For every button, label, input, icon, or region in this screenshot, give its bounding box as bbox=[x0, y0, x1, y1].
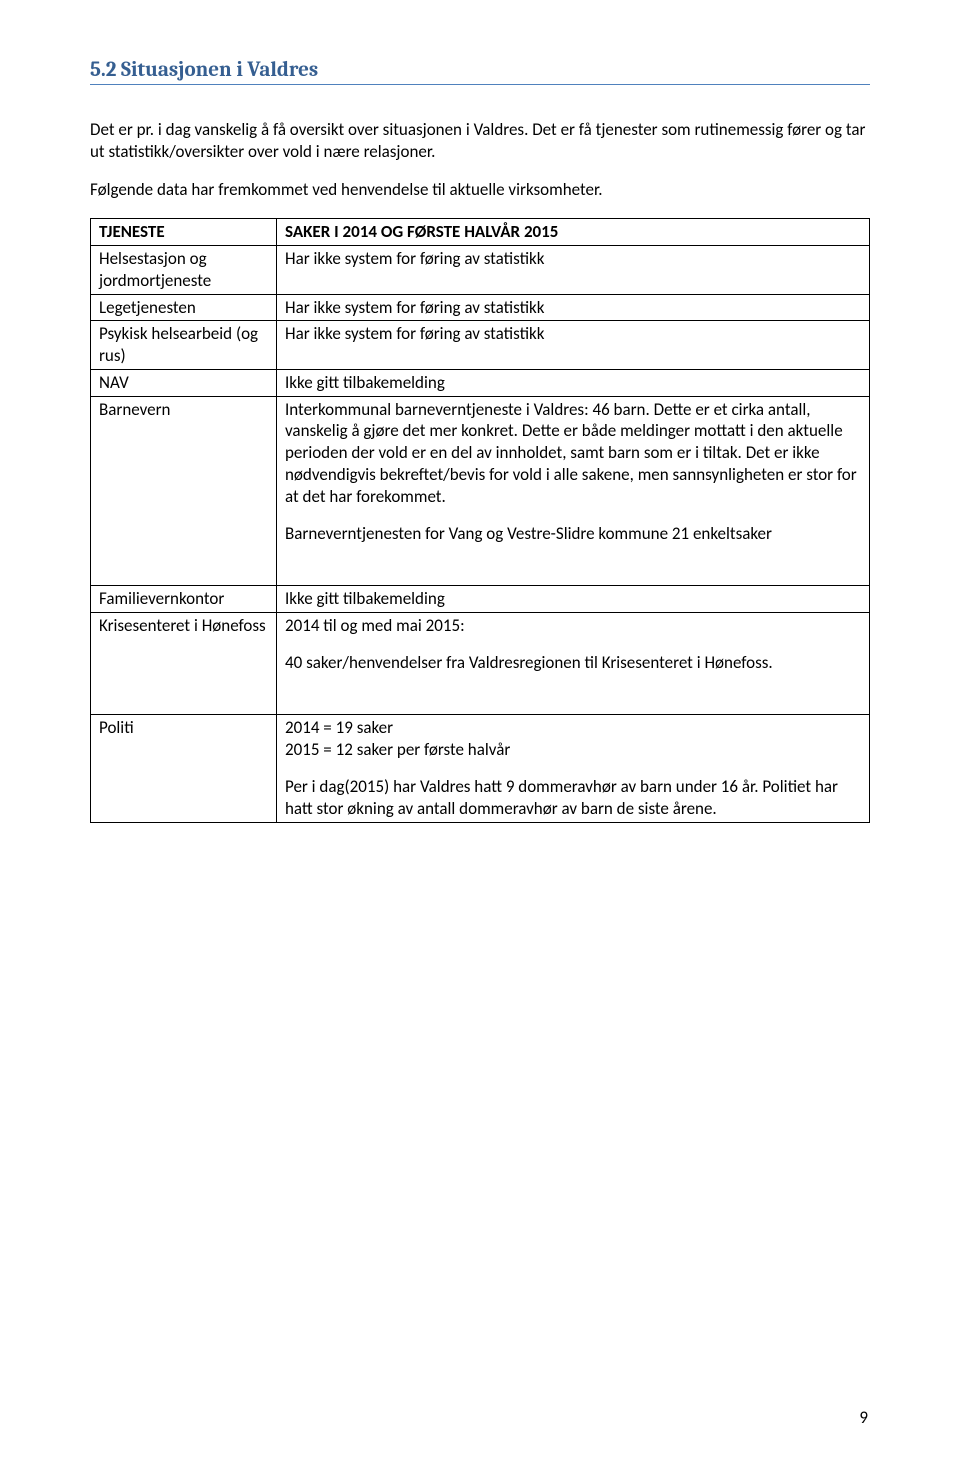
cell-value: 2014 til og med mai 2015: 40 saker/henve… bbox=[277, 612, 870, 714]
table-row: Familievernkontor Ikke gitt tilbakemeldi… bbox=[91, 585, 870, 612]
services-table: TJENESTE SAKER I 2014 OG FØRSTE HALVÅR 2… bbox=[90, 218, 870, 823]
table-header-tjeneste: TJENESTE bbox=[91, 219, 277, 246]
document-page: 5.2 Situasjonen i Valdres Det er pr. i d… bbox=[0, 0, 960, 1484]
table-header-saker: SAKER I 2014 OG FØRSTE HALVÅR 2015 bbox=[277, 219, 870, 246]
section-heading: 5.2 Situasjonen i Valdres bbox=[90, 58, 870, 85]
cell-value: Har ikke system for føring av statistikk bbox=[277, 321, 870, 370]
spacer bbox=[285, 561, 861, 583]
cell-value: Ikke gitt tilbakemelding bbox=[277, 585, 870, 612]
politi-p2: 2015 = 12 saker per første halvår bbox=[285, 739, 861, 761]
cell-value: Har ikke system for føring av statistikk bbox=[277, 294, 870, 321]
cell-service: Psykisk helsearbeid (og rus) bbox=[91, 321, 277, 370]
spacer bbox=[285, 690, 861, 712]
page-number: 9 bbox=[859, 1407, 868, 1428]
table-row-politi: Politi 2014 = 19 saker 2015 = 12 saker p… bbox=[91, 714, 870, 822]
cell-service: NAV bbox=[91, 369, 277, 396]
table-row: NAV Ikke gitt tilbakemelding bbox=[91, 369, 870, 396]
krisesenteret-p2: 40 saker/henvendelser fra Valdresregione… bbox=[285, 652, 861, 674]
cell-value: Interkommunal barneverntjeneste i Valdre… bbox=[277, 396, 870, 585]
cell-value: Har ikke system for føring av statistikk bbox=[277, 246, 870, 295]
cell-service: Barnevern bbox=[91, 396, 277, 585]
politi-p1: 2014 = 19 saker bbox=[285, 717, 861, 739]
table-row: Helsestasjon og jordmortjeneste Har ikke… bbox=[91, 246, 870, 295]
cell-service: Legetjenesten bbox=[91, 294, 277, 321]
barnevern-p2: Barneverntjenesten for Vang og Vestre-Sl… bbox=[285, 523, 861, 545]
cell-service: Helsestasjon og jordmortjeneste bbox=[91, 246, 277, 295]
table-row-krisesenteret: Krisesenteret i Hønefoss 2014 til og med… bbox=[91, 612, 870, 714]
krisesenteret-p1: 2014 til og med mai 2015: bbox=[285, 615, 861, 637]
cell-service: Krisesenteret i Hønefoss bbox=[91, 612, 277, 714]
politi-p3: Per i dag(2015) har Valdres hatt 9 domme… bbox=[285, 776, 861, 820]
cell-value: 2014 = 19 saker 2015 = 12 saker per førs… bbox=[277, 714, 870, 822]
table-row-barnevern: Barnevern Interkommunal barneverntjenest… bbox=[91, 396, 870, 585]
intro-paragraph-1: Det er pr. i dag vanskelig å få oversikt… bbox=[90, 119, 870, 163]
table-row: Legetjenesten Har ikke system for føring… bbox=[91, 294, 870, 321]
cell-service: Politi bbox=[91, 714, 277, 822]
cell-service: Familievernkontor bbox=[91, 585, 277, 612]
intro-paragraph-2: Følgende data har fremkommet ved henvend… bbox=[90, 179, 870, 201]
cell-value: Ikke gitt tilbakemelding bbox=[277, 369, 870, 396]
table-row: Psykisk helsearbeid (og rus) Har ikke sy… bbox=[91, 321, 870, 370]
barnevern-p1: Interkommunal barneverntjeneste i Valdre… bbox=[285, 399, 861, 508]
table-header-row: TJENESTE SAKER I 2014 OG FØRSTE HALVÅR 2… bbox=[91, 219, 870, 246]
